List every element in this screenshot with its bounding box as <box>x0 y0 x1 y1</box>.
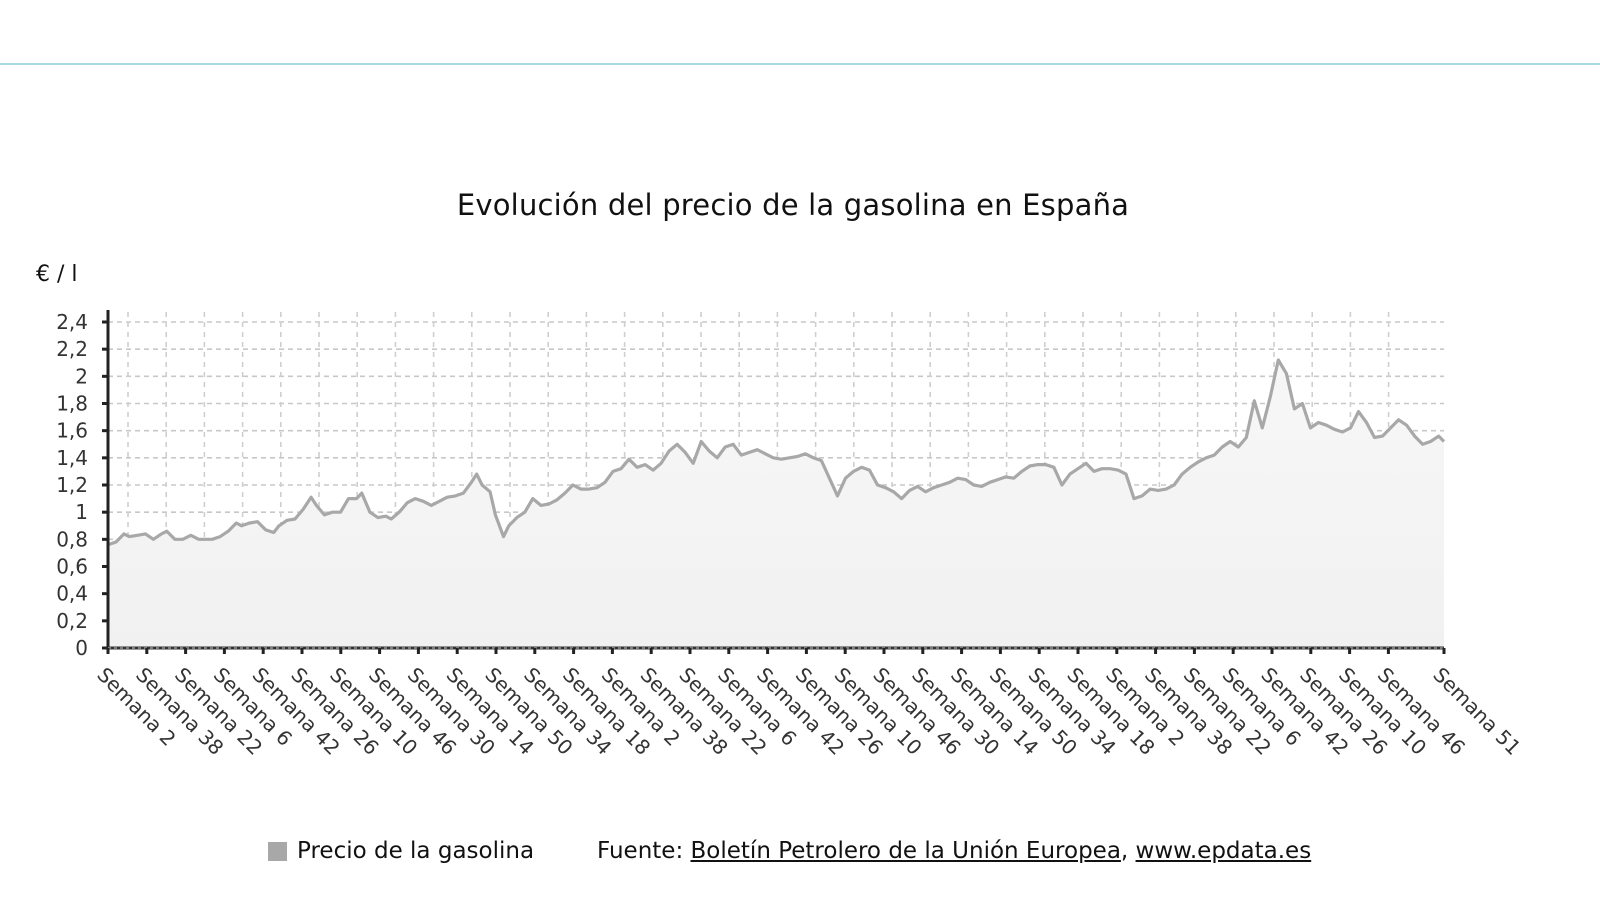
top-divider <box>0 63 1600 65</box>
svg-text:0,8: 0,8 <box>56 527 88 551</box>
svg-text:2,2: 2,2 <box>56 337 88 361</box>
svg-text:1,4: 1,4 <box>56 446 88 470</box>
svg-text:2,4: 2,4 <box>56 310 88 334</box>
svg-text:2: 2 <box>75 364 88 388</box>
y-axis-unit-label: € / l <box>36 262 78 287</box>
svg-text:1: 1 <box>75 500 88 524</box>
svg-text:0,6: 0,6 <box>56 555 88 579</box>
svg-text:0: 0 <box>75 636 88 660</box>
legend-label: Precio de la gasolina <box>297 838 535 864</box>
y-axis-ticks: 0 0,2 0,4 0,6 0,8 1 1,2 1,4 1,6 1,8 2 2,2 2,4 <box>56 310 108 660</box>
svg-text:1,2: 1,2 <box>56 473 88 497</box>
price-line <box>107 358 1446 547</box>
source-note: Fuente: Boletín Petrolero de la Unión Eu… <box>597 838 1311 864</box>
svg-text:0,2: 0,2 <box>56 609 88 633</box>
svg-text:0,4: 0,4 <box>56 582 88 606</box>
source-prefix: Fuente: <box>597 838 691 864</box>
legend-swatch-icon <box>268 841 287 861</box>
svg-text:1,6: 1,6 <box>56 419 88 443</box>
chart-title: Evolución del precio de la gasolina en E… <box>456 188 1130 222</box>
price-area-fill <box>108 360 1444 648</box>
source-separator: , <box>1120 838 1136 864</box>
source-link[interactable]: Boletín Petrolero de la Unión Europea <box>690 838 1121 864</box>
svg-text:1,8: 1,8 <box>56 392 88 416</box>
legend: Precio de la gasolina <box>268 838 534 864</box>
epdata-link[interactable]: www.epdata.es <box>1135 838 1312 864</box>
